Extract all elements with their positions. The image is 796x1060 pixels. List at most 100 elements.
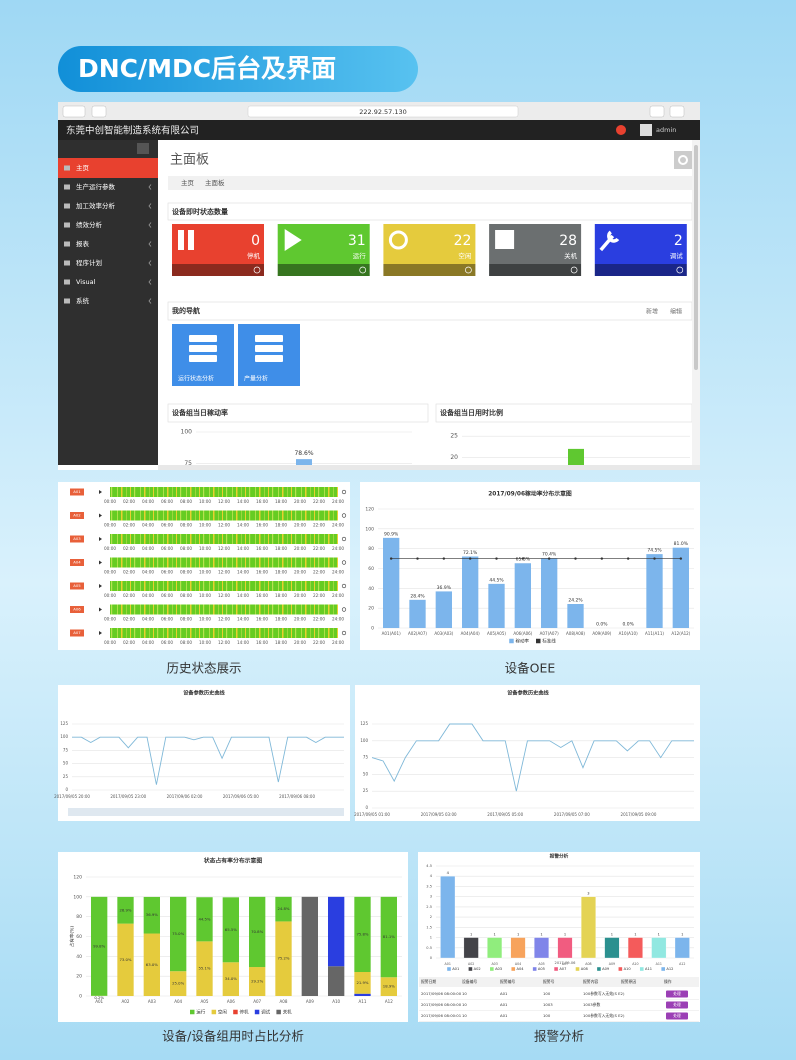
time-tick-label: 06:00 bbox=[161, 570, 173, 575]
zoom-icon[interactable] bbox=[341, 607, 347, 612]
menu-item[interactable]: 生产运行参数 bbox=[76, 182, 116, 191]
bar-segment bbox=[301, 896, 318, 996]
y-tick-label: 4 bbox=[430, 874, 433, 878]
y-tick-label: 100 bbox=[73, 894, 82, 900]
card-count: 31 bbox=[348, 233, 366, 249]
h-scrollbar[interactable] bbox=[158, 465, 700, 470]
data-label: 75.0% bbox=[172, 931, 184, 936]
bar-segment bbox=[249, 967, 266, 996]
x-tick-label: A05 bbox=[201, 999, 209, 1004]
menu-icon bbox=[64, 222, 70, 228]
bar bbox=[627, 937, 643, 959]
company-name: 东莞中创智能制造系统有限公司 bbox=[66, 125, 199, 137]
user-name[interactable]: admin bbox=[656, 126, 676, 134]
time-tick-label: 00:00 bbox=[104, 523, 116, 528]
tabs-button[interactable] bbox=[669, 105, 685, 118]
zoom-icon[interactable] bbox=[341, 536, 347, 542]
edit-action[interactable]: 编辑 bbox=[670, 308, 682, 316]
menu-item[interactable]: 加工效率分析 bbox=[76, 201, 116, 210]
zoom-icon[interactable] bbox=[341, 489, 347, 495]
action-button[interactable] bbox=[666, 1012, 688, 1020]
menu-item[interactable]: 绩效分析 bbox=[76, 220, 103, 229]
sidebar-button[interactable] bbox=[91, 105, 107, 118]
nav-buttons[interactable] bbox=[62, 105, 86, 118]
chevron bbox=[148, 222, 152, 228]
bar bbox=[440, 876, 456, 959]
x-tick-label: A02 bbox=[122, 999, 130, 1004]
time-tick-label: 22:00 bbox=[313, 499, 325, 504]
active-menu[interactable] bbox=[58, 158, 158, 178]
bar bbox=[567, 604, 584, 628]
expand-arrow[interactable] bbox=[99, 537, 102, 541]
action-label[interactable]: 处理 bbox=[673, 991, 681, 996]
data-label: 4 bbox=[447, 871, 450, 875]
legend-swatch bbox=[554, 967, 558, 971]
card-footer[interactable] bbox=[489, 264, 582, 276]
legend-swatch bbox=[254, 1009, 260, 1015]
avatar[interactable] bbox=[640, 124, 652, 136]
time-tick-label: 08:00 bbox=[180, 523, 192, 528]
menu-item[interactable]: 系统 bbox=[76, 296, 90, 305]
table-cell: 2017/09/06 08:00:01 bbox=[421, 1013, 462, 1018]
title-pill bbox=[58, 46, 418, 92]
state-strip bbox=[110, 510, 338, 521]
time-tick-label: 16:00 bbox=[256, 523, 268, 528]
tile-label: 运行状态分析 bbox=[178, 375, 214, 383]
zoom-icon[interactable] bbox=[341, 630, 347, 636]
action-button[interactable] bbox=[666, 990, 688, 998]
alert-icon[interactable] bbox=[616, 125, 626, 135]
action-button[interactable] bbox=[666, 1001, 688, 1009]
card-footer[interactable] bbox=[594, 264, 687, 276]
table-cell: A01 bbox=[500, 1013, 508, 1018]
action-label[interactable]: 处理 bbox=[673, 1002, 681, 1007]
time-tick-label: 02:00 bbox=[123, 617, 135, 622]
action-label[interactable]: 处理 bbox=[673, 1013, 681, 1018]
menu-item[interactable]: 主页 bbox=[76, 163, 90, 172]
bar-segment bbox=[328, 966, 345, 996]
expand-arrow[interactable] bbox=[99, 560, 102, 565]
card-label: 空闲 bbox=[458, 251, 471, 260]
menu-item[interactable]: 程序计划 bbox=[76, 258, 102, 267]
card-footer[interactable] bbox=[383, 264, 476, 276]
card-footer[interactable] bbox=[277, 264, 370, 276]
x-tick-label: A05 bbox=[538, 962, 544, 966]
breadcrumb-home[interactable]: 主页 bbox=[181, 178, 195, 187]
y-tick-label: 3 bbox=[430, 895, 432, 899]
x-axis-label: 2017-09-06 bbox=[555, 961, 577, 965]
menu-item[interactable]: 报表 bbox=[76, 239, 90, 248]
y-tick-label: 75 bbox=[63, 747, 69, 752]
legend-label: A01 bbox=[452, 967, 459, 971]
menu-item[interactable]: Visual bbox=[76, 278, 96, 286]
status-card[interactable] bbox=[594, 224, 687, 264]
card-footer[interactable] bbox=[172, 264, 264, 276]
y-tick-label: 0 bbox=[365, 805, 368, 810]
menu-toggle[interactable] bbox=[137, 143, 149, 154]
expand-arrow[interactable] bbox=[99, 490, 102, 494]
scroll-thumb[interactable] bbox=[694, 145, 698, 370]
zoom-icon[interactable] bbox=[341, 560, 347, 565]
zoom-icon[interactable] bbox=[341, 513, 347, 518]
sidebar bbox=[58, 140, 158, 465]
address-bar[interactable] bbox=[247, 105, 519, 118]
status-card[interactable] bbox=[172, 224, 264, 264]
share-button[interactable] bbox=[649, 105, 665, 118]
x-tick-label: A11(A11) bbox=[645, 631, 664, 636]
icon bbox=[388, 230, 408, 250]
time-tick-label: 16:00 bbox=[256, 546, 268, 551]
time-tick-label: 18:00 bbox=[275, 523, 287, 528]
expand-arrow[interactable] bbox=[99, 631, 102, 635]
tile-label: 产量分析 bbox=[244, 375, 268, 383]
data-label: 0.2% bbox=[94, 995, 104, 1000]
add-action[interactable]: 新增 bbox=[646, 308, 658, 316]
footer-arrow bbox=[359, 266, 367, 274]
expand-arrow[interactable] bbox=[99, 513, 102, 518]
time-tick-label: 24:00 bbox=[332, 570, 344, 575]
navigator[interactable] bbox=[68, 808, 344, 816]
bar-segment bbox=[275, 921, 292, 996]
expand-arrow[interactable] bbox=[99, 607, 102, 612]
expand-arrow[interactable] bbox=[99, 584, 102, 588]
time-tick-label: 18:00 bbox=[275, 593, 287, 598]
settings-button[interactable] bbox=[674, 151, 692, 169]
zoom-icon[interactable] bbox=[341, 583, 347, 589]
table-cell: 10 bbox=[462, 1013, 467, 1018]
